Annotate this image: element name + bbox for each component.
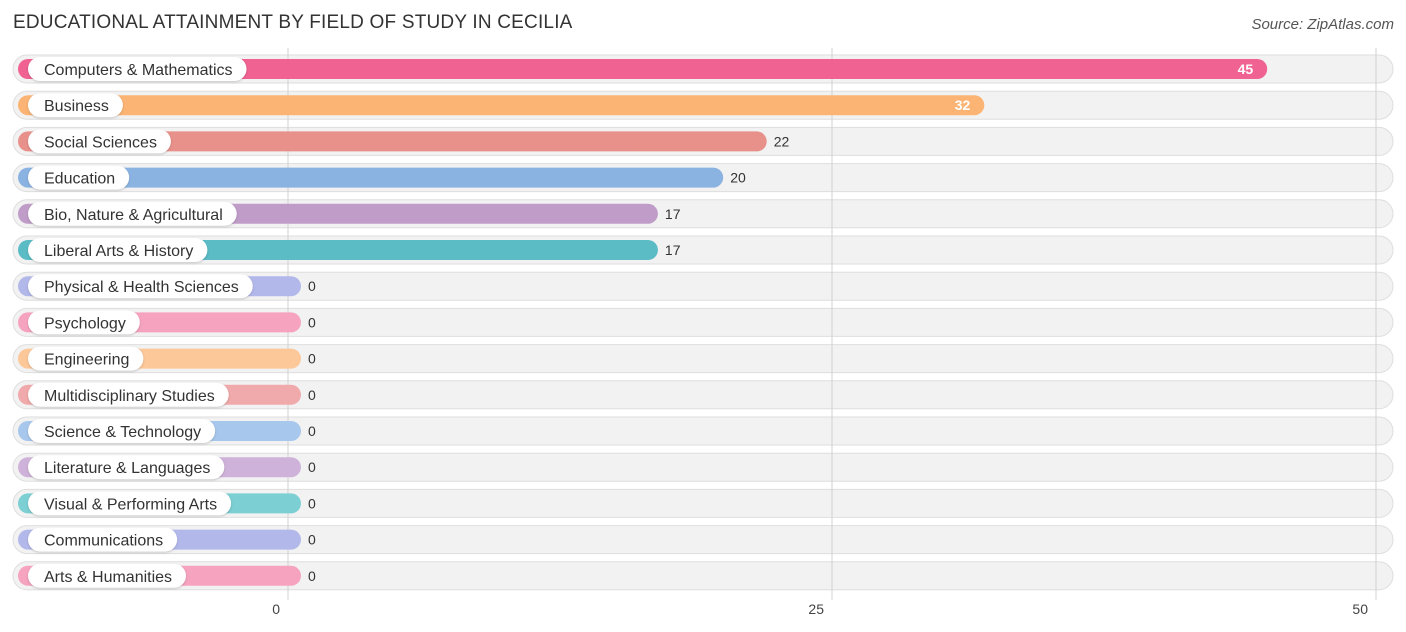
category-label-pill [28,57,247,81]
value-label: 0 [308,532,316,548]
row-track [12,271,1394,301]
x-tick-label: 25 [808,601,824,617]
row-track [12,307,1394,337]
row-track [12,525,1394,555]
value-label: 20 [730,170,746,186]
category-label: Bio, Nature & Agricultural [44,207,223,224]
category-label-pill [28,491,232,516]
value-label: 0 [308,423,316,439]
value-label: 0 [308,278,316,294]
value-label: 32 [955,97,971,113]
category-label-pill [28,310,140,335]
category-label: Communications [44,533,163,550]
value-label: 0 [308,495,316,511]
value-label: 0 [308,351,316,367]
chart-title: EDUCATIONAL ATTAINMENT BY FIELD OF STUDY… [13,12,573,33]
row-track [12,416,1394,446]
category-label: Computers & Mathematics [44,62,233,79]
category-label: Visual & Performing Arts [44,496,217,513]
category-label-pill [28,346,144,371]
category-label-pill [28,527,178,552]
x-tick-label: 50 [1352,601,1368,617]
value-label: 0 [308,459,316,475]
category-label-pill [28,93,123,118]
bar [18,59,1268,79]
value-label: 0 [308,568,316,584]
category-label-pill [28,274,253,299]
category-label: Engineering [44,352,129,369]
category-label-pill [28,455,225,480]
row-track [12,344,1394,374]
value-label: 22 [774,133,790,149]
value-label: 17 [665,242,681,258]
category-label-pill [28,201,237,226]
value-label: 0 [308,387,316,403]
value-label: 45 [1238,61,1254,77]
category-label: Liberal Arts & History [44,243,193,260]
row-track [12,452,1394,482]
value-label: 0 [308,314,316,330]
category-label-pill [28,419,216,443]
bar [18,95,985,116]
category-label: Arts & Humanities [44,569,172,586]
category-label: Multidisciplinary Studies [44,388,215,405]
bar [18,131,767,152]
x-tick-label: 0 [272,601,280,617]
value-label: 17 [665,206,681,222]
row-track [12,561,1394,591]
category-label: Science & Technology [44,424,201,441]
category-label-pill [28,238,208,262]
source-label: Source: ZipAtlas.com [1251,16,1394,33]
category-label-pill [28,129,171,154]
row-track [12,380,1394,410]
category-label-pill [28,165,130,190]
category-label-pill [28,563,187,588]
category-label: Business [44,98,109,115]
category-label: Literature & Languages [44,460,210,477]
bar [18,167,724,188]
category-label: Psychology [44,315,126,332]
row-track [12,488,1394,518]
category-label: Education [44,171,115,188]
category-label: Social Sciences [44,134,157,151]
category-label: Physical & Health Sciences [44,279,239,296]
category-label-pill [28,382,229,407]
